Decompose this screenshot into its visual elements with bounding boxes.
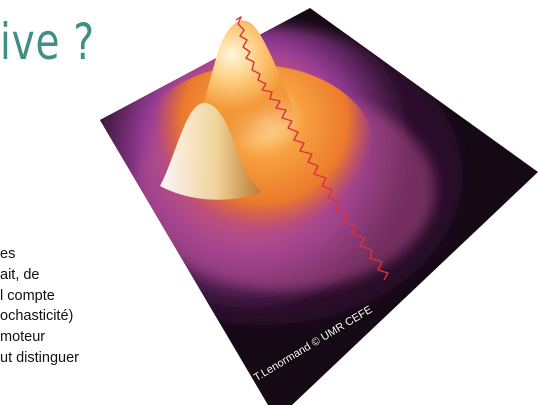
evolutionary-trajectory — [235, 16, 389, 281]
body-text: es ait, de l compte ochasticité) moteur … — [0, 244, 200, 369]
body-text-line: ut distinguer — [0, 349, 79, 366]
body-text-line: ait, de — [0, 266, 40, 283]
body-text-line: l compte — [0, 287, 55, 304]
fitness-peak-secondary — [160, 103, 262, 200]
slide-title: ive ? — [0, 13, 95, 71]
body-text-line: ochasticité) — [0, 308, 74, 325]
body-text-line: moteur — [0, 329, 46, 346]
body-text-line: es — [0, 246, 16, 262]
